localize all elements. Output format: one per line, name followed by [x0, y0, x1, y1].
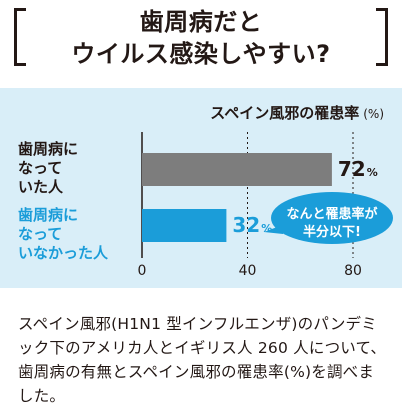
- callout-line-1: なんと罹患率が: [286, 207, 378, 222]
- value-label-1: 32%: [232, 213, 272, 237]
- callout-bubble: [271, 192, 393, 244]
- chart-unit-label: (%): [363, 107, 384, 121]
- description-text: スペイン風邪(H1N1 型インフルエンザ)のパンデミック下のアメリカ人とイギリス…: [18, 315, 387, 405]
- x-tick-label-40: 40: [238, 263, 257, 279]
- bar-0: [142, 153, 332, 186]
- category-label-line: なって: [18, 159, 63, 177]
- title-block: 歯周病だと ウイルス感染しやすい?: [0, 0, 402, 82]
- page-title: 歯周病だと ウイルス感染しやすい?: [40, 6, 362, 70]
- value-number: 72: [337, 157, 366, 181]
- category-label-line: なって: [18, 225, 63, 243]
- x-tick-label-80: 80: [344, 263, 362, 279]
- bar-chart: [141, 132, 393, 258]
- value-percent-sign: %: [261, 222, 273, 235]
- title-line-2: ウイルス感染しやすい?: [71, 40, 331, 68]
- bar-1: [142, 209, 227, 242]
- title-line-1: 歯周病だと: [139, 8, 263, 36]
- left-bracket: [14, 8, 26, 66]
- value-number: 32: [232, 213, 261, 237]
- chart-panel: スペイン風邪の罹患率 (%) 歯周病に なって いた人 歯周病に なって いなかった人 72%…: [0, 88, 402, 288]
- value-percent-sign: %: [366, 166, 378, 179]
- value-label-0: 72%: [338, 157, 378, 181]
- category-label-line: 歯周病に: [18, 206, 79, 224]
- chart-title-text: スペイン風邪の罹患率: [210, 104, 360, 122]
- x-tick-label-0: 0: [137, 263, 147, 279]
- callout-text: なんと罹患率が 半分以下!: [278, 206, 386, 242]
- category-label-line: いなかった人: [18, 244, 109, 262]
- category-label-line: いた人: [18, 178, 64, 196]
- callout-line-2: 半分以下!: [303, 225, 361, 240]
- chart-title: スペイン風邪の罹患率 (%): [210, 102, 384, 123]
- right-bracket: [376, 8, 388, 66]
- category-label-0: 歯周病に なって いた人: [18, 140, 78, 197]
- category-label-1: 歯周病に なって いなかった人: [18, 206, 108, 263]
- category-label-line: 歯周病に: [18, 140, 79, 158]
